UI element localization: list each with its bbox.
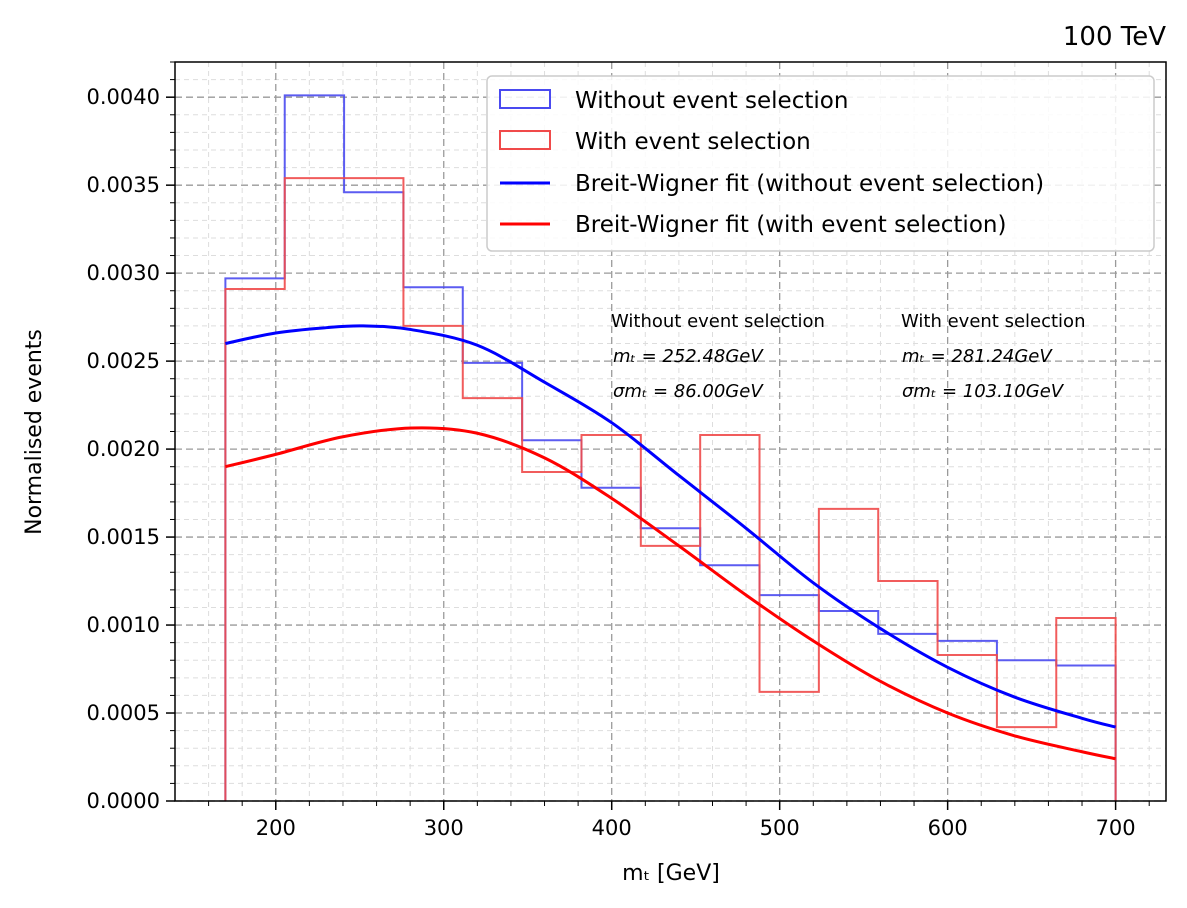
fit-curve-without-selection [225,324,1116,729]
legend: Without event selection With event selec… [486,75,1155,252]
legend-label-with: With event selection [575,129,811,155]
x-tick-label: 400 [592,816,632,840]
annotation-with-sigma: σmₜ = 103.10GeV [902,381,1065,402]
y-tick-label: 0.0000 [87,789,160,813]
fit-curves [225,324,1116,761]
tick-labels: 200 300 400 500 600 700 0.0000 0.0005 0.0010 0.00… [87,85,1136,840]
legend-box [486,75,1155,252]
y-tick-label: 0.0025 [87,349,160,373]
annotation-without-heading: Without event selection [611,311,825,332]
y-axis-label: Normalised events [22,329,47,535]
y-tick-label: 0.0005 [87,701,160,725]
x-tick-label: 500 [760,816,800,840]
y-tick-label: 0.0020 [87,437,160,461]
annotation-without-mean: mₜ = 252.48GeV [613,346,764,367]
legend-label-fit-without: Breit-Wigner fit (without event selectio… [575,171,1044,197]
histogram-without-selection [224,94,1117,801]
y-tick-label: 0.0035 [87,173,160,197]
histogram-with-selection [224,177,1117,801]
legend-swatch-with [499,130,551,150]
chart-title: 100 TeV [1063,22,1166,52]
y-tick-label: 0.0015 [87,525,160,549]
x-tick-label: 700 [1096,816,1136,840]
y-tick-label: 0.0010 [87,613,160,637]
annotation-without-sigma: σmₜ = 86.00GeV [613,381,764,402]
x-axis-label: mₜ [GeV] [622,861,720,886]
x-tick-label: 300 [424,816,464,840]
y-tick-label: 0.0040 [87,85,160,109]
y-tick-label: 0.0030 [87,261,160,285]
legend-swatch-without [499,89,551,109]
annotation-with: With event selection mₜ = 281.24GeV σmₜ … [901,311,1085,402]
fit-curve-with-selection [225,426,1116,761]
x-tick-label: 200 [256,816,296,840]
legend-label-fit-with: Breit-Wigner fit (with event selection) [575,212,1006,238]
histograms [224,94,1117,801]
axis-ticks [166,61,1150,810]
annotation-without: Without event selection mₜ = 252.48GeV σ… [611,311,825,402]
annotation-with-heading: With event selection [901,311,1085,332]
x-tick-label: 600 [928,816,968,840]
annotation-with-mean: mₜ = 281.24GeV [902,346,1053,367]
legend-label-without: Without event selection [575,88,848,114]
